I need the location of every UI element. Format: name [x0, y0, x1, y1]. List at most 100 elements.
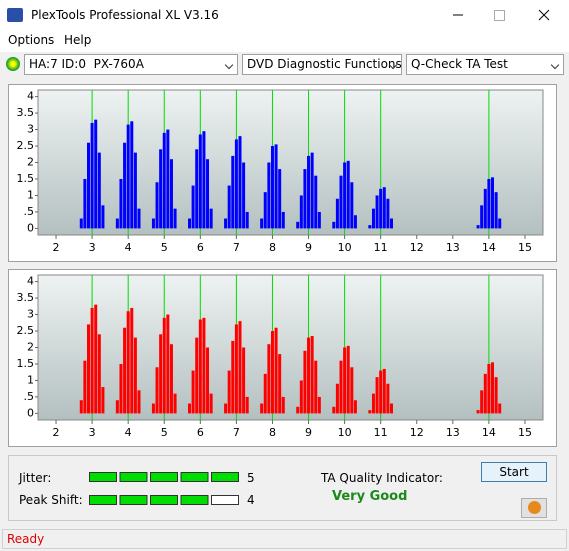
function-select[interactable]: DVD Diagnostic Functions — [242, 54, 402, 75]
bar — [151, 403, 155, 414]
results-panel: Jitter: 5 Peak Shift: 4 TA Quality Indic… — [8, 455, 557, 521]
app-icon — [7, 8, 23, 22]
bar — [126, 311, 130, 414]
bar — [296, 406, 300, 414]
menu-item[interactable]: Options — [8, 33, 55, 47]
bar — [346, 345, 350, 414]
x-tick-label: 10 — [338, 426, 352, 439]
status-bar: Ready — [2, 529, 567, 549]
x-tick-label: 11 — [374, 426, 388, 439]
bar — [202, 131, 206, 229]
start-button[interactable]: Start — [481, 462, 547, 482]
bar — [94, 119, 98, 229]
window-title: PlexTools Professional XL V3.16 — [31, 8, 219, 22]
ta-value: Very Good — [332, 489, 408, 504]
bar — [97, 334, 101, 414]
x-tick-label: 7 — [233, 426, 240, 439]
bar — [87, 142, 90, 229]
bar — [267, 344, 271, 414]
bar — [480, 205, 484, 229]
bar — [274, 327, 278, 414]
x-tick-label: 15 — [518, 241, 532, 254]
bar — [382, 187, 386, 229]
plot-area — [37, 89, 544, 236]
meter-segment-on — [180, 495, 209, 505]
y-tick-label: 1.5 — [17, 357, 35, 370]
bar — [159, 334, 163, 414]
x-tick-label: 13 — [446, 241, 460, 254]
x-tick-label: 10 — [338, 241, 352, 254]
bar — [224, 218, 228, 229]
x-tick-label: 7 — [233, 241, 240, 254]
bar — [314, 175, 318, 229]
x-tick-label: 8 — [269, 426, 276, 439]
bar — [498, 218, 502, 229]
bar — [133, 337, 137, 414]
x-tick-label: 3 — [89, 426, 96, 439]
bar — [494, 377, 498, 414]
bar — [231, 340, 235, 414]
bar — [379, 188, 383, 229]
bar — [476, 410, 480, 414]
bar — [195, 149, 199, 229]
bar — [317, 211, 321, 229]
bar — [94, 304, 98, 414]
meter-segment-off — [211, 495, 239, 505]
bar — [371, 393, 375, 414]
bar — [115, 400, 119, 414]
title-bar: PlexTools Professional XL V3.16 — [0, 0, 569, 30]
bar — [260, 403, 264, 414]
bar — [317, 396, 321, 414]
bar — [371, 208, 375, 229]
x-tick-label: 6 — [197, 241, 204, 254]
x-tick-label: 12 — [410, 426, 424, 439]
bar — [480, 390, 484, 414]
bar — [126, 124, 130, 229]
test-select[interactable]: Q-Check TA Test — [406, 54, 564, 75]
info-icon — [528, 501, 541, 514]
bar — [314, 360, 318, 414]
meter-segment-on — [119, 495, 148, 505]
bar — [270, 331, 274, 414]
bar — [130, 307, 134, 414]
bar — [307, 337, 311, 414]
plot-area — [37, 274, 544, 421]
bar — [353, 215, 357, 229]
bar — [242, 162, 246, 229]
bar — [173, 208, 177, 229]
meters — [89, 472, 239, 505]
bar — [379, 370, 383, 414]
bar — [166, 314, 170, 414]
bar — [350, 367, 354, 414]
bar — [206, 347, 210, 414]
bar — [307, 155, 311, 229]
y-tick-label: 3.5 — [17, 291, 35, 304]
info-button[interactable] — [521, 498, 547, 518]
bar — [382, 368, 386, 414]
meter-segment-on — [119, 472, 148, 482]
bar — [375, 195, 379, 229]
window-controls[interactable] — [440, 0, 569, 30]
bar — [90, 307, 94, 414]
x-tick-label: 9 — [305, 241, 312, 254]
chart: 0 .5 1 1.5 2 2.5 3 3.5 4 2 3 4 5 6 7 8 9 10 11 12 13 14 15 — [8, 84, 557, 262]
drive-select[interactable]: HA:7 ID:0 PX-760A — [24, 54, 238, 75]
bar — [375, 377, 379, 414]
bar — [339, 360, 343, 414]
bar — [260, 218, 264, 229]
bar — [227, 370, 231, 414]
bar — [310, 335, 314, 414]
y-tick-label: 4 — [27, 275, 34, 288]
menu-item[interactable]: Help — [64, 33, 92, 47]
x-tick-label: 6 — [197, 426, 204, 439]
bar — [487, 363, 491, 414]
bar — [346, 160, 350, 229]
bar — [166, 129, 170, 229]
bar — [234, 324, 238, 414]
bar — [87, 324, 90, 414]
bar — [188, 218, 191, 229]
bar — [159, 149, 163, 229]
bar — [115, 218, 119, 229]
bar — [162, 317, 166, 414]
bar — [155, 367, 159, 414]
